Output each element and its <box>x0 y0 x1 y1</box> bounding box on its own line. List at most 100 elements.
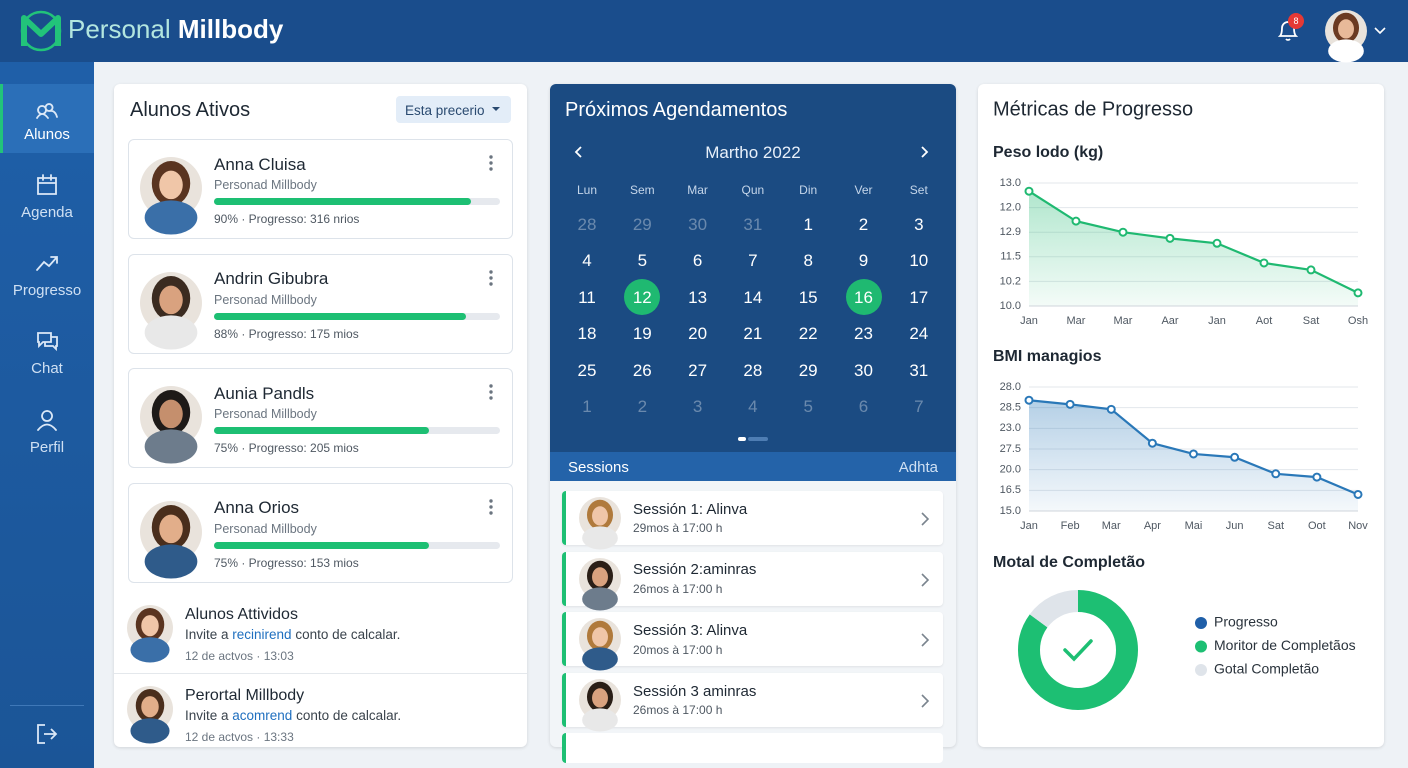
calendar-day[interactable]: 2 <box>637 397 648 417</box>
student-name: Anna Orios <box>214 498 300 518</box>
calendar-day[interactable]: 3 <box>692 397 703 417</box>
avatar-face <box>141 615 159 637</box>
calendar-day[interactable]: 15 <box>798 287 818 307</box>
student-subtitle: Personad Millbody <box>214 178 317 193</box>
calendar-day[interactable]: 1 <box>803 214 813 234</box>
y-tick-label: 27.5 <box>1000 443 1021 455</box>
calendar-day[interactable]: 29 <box>632 214 652 234</box>
calendar-day[interactable]: 21 <box>743 324 763 344</box>
calendar-day[interactable]: 28 <box>577 214 597 234</box>
calendar-day[interactable]: 31 <box>743 214 763 234</box>
avatar-face <box>592 688 608 708</box>
calendar-day[interactable]: 22 <box>798 324 818 344</box>
menu-dots <box>489 498 493 515</box>
filter-label: Esta precerio <box>405 102 485 118</box>
x-tick-label: Oot <box>1308 520 1326 532</box>
calendar-day[interactable]: 7 <box>914 397 924 417</box>
calendar-day[interactable]: 12 <box>632 287 652 307</box>
filter-dropdown[interactable] <box>396 96 511 123</box>
session-card[interactable] <box>562 672 943 727</box>
session-title: Sessión 3: Alinva <box>633 621 748 639</box>
avatar-face <box>1338 19 1354 39</box>
calendar-day[interactable]: 6 <box>858 397 869 417</box>
calendar-day[interactable]: 23 <box>854 324 873 344</box>
calendar-day[interactable]: 8 <box>803 251 813 271</box>
menu-dots <box>489 155 493 171</box>
logout-icon <box>37 724 58 744</box>
legend-dot <box>1195 664 1207 676</box>
x-tick-label: Mai <box>1185 520 1203 532</box>
calendar-day[interactable]: 14 <box>743 287 763 307</box>
calendar-day[interactable]: 30 <box>688 214 708 234</box>
calendar-day[interactable]: 3 <box>914 214 924 234</box>
calendar-day[interactable]: 25 <box>577 360 597 380</box>
y-tick-label: 10.0 <box>1000 300 1021 312</box>
y-tick-label: 12.0 <box>1000 202 1021 214</box>
calendar-day[interactable]: 4 <box>748 397 758 417</box>
nav-icon-path <box>36 256 58 272</box>
session-card[interactable] <box>562 612 943 667</box>
calendar-day[interactable]: 5 <box>803 397 813 417</box>
calendar-day[interactable]: 19 <box>632 324 652 344</box>
x-tick-label: Jun <box>1226 520 1244 532</box>
point <box>1189 449 1198 459</box>
chevron <box>921 633 930 647</box>
calendar-day[interactable]: 1 <box>582 397 592 417</box>
x-tick-label: Jan <box>1020 520 1038 532</box>
calendar-day[interactable]: 6 <box>692 251 703 271</box>
text: conto de calcalar. <box>291 627 401 642</box>
calendar-day[interactable]: 20 <box>688 324 708 344</box>
session-card[interactable] <box>562 551 943 606</box>
calendar-day[interactable]: 27 <box>688 360 708 380</box>
legend-label: Progresso <box>1214 614 1278 630</box>
calendar-day[interactable]: 26 <box>632 360 652 380</box>
calendar-day[interactable]: 24 <box>909 324 929 344</box>
student-name: Anna Cluisa <box>214 154 306 174</box>
avatar-shirt <box>144 314 198 349</box>
donut-segment <box>1018 590 1138 710</box>
progress-bar <box>214 312 466 320</box>
nav-item[interactable]: Perfil <box>29 438 65 456</box>
calendar-day[interactable]: 13 <box>688 287 708 307</box>
x-tick-label: Apr <box>1144 520 1161 532</box>
session-card[interactable] <box>562 491 943 545</box>
calendar-day[interactable]: 18 <box>577 324 597 344</box>
calendar-day[interactable]: 7 <box>748 251 758 271</box>
chevron <box>921 573 930 587</box>
point <box>1271 469 1281 479</box>
calendar-day[interactable]: 31 <box>909 360 929 380</box>
header <box>0 0 1408 62</box>
dot <box>489 161 493 165</box>
calendar-day[interactable]: 30 <box>854 360 873 380</box>
nav-icon <box>36 103 58 119</box>
chevron-down <box>1374 27 1386 35</box>
calendar-day[interactable]: 29 <box>798 360 818 380</box>
y-tick-label: 16.5 <box>1000 484 1021 496</box>
nav-item[interactable]: Progresso <box>12 282 82 300</box>
weekday: Din <box>799 183 818 198</box>
avatar-shirt <box>582 647 618 671</box>
line <box>1028 190 1359 294</box>
pager-track <box>748 437 768 441</box>
y-tick-label: 23.0 <box>1000 422 1021 434</box>
calendar-day[interactable]: 4 <box>582 251 592 271</box>
calendar-day[interactable]: 5 <box>637 251 648 271</box>
nav-item[interactable]: Alunos <box>24 125 70 143</box>
nav-item[interactable]: Chat <box>31 360 63 378</box>
calendar-day[interactable]: 16 <box>854 287 873 307</box>
calendar-day[interactable]: 17 <box>909 287 929 307</box>
calendar-day[interactable]: 28 <box>743 360 763 380</box>
avatar <box>1325 10 1367 63</box>
calendar-day[interactable]: 10 <box>909 251 929 271</box>
month-arrow <box>574 146 582 158</box>
calendar-day[interactable]: 11 <box>578 287 596 307</box>
nav-item[interactable]: Agenda <box>21 203 73 221</box>
dot <box>489 167 493 171</box>
calendar-day[interactable]: 9 <box>858 251 869 271</box>
nav-icon <box>37 331 58 351</box>
calendar-day[interactable]: 2 <box>858 214 869 234</box>
session-time: 26mos à 17:00 h <box>633 703 723 718</box>
x-tick-label: Feb <box>1061 520 1080 532</box>
sessions-title: Sessions <box>568 458 629 476</box>
dot <box>489 498 493 503</box>
